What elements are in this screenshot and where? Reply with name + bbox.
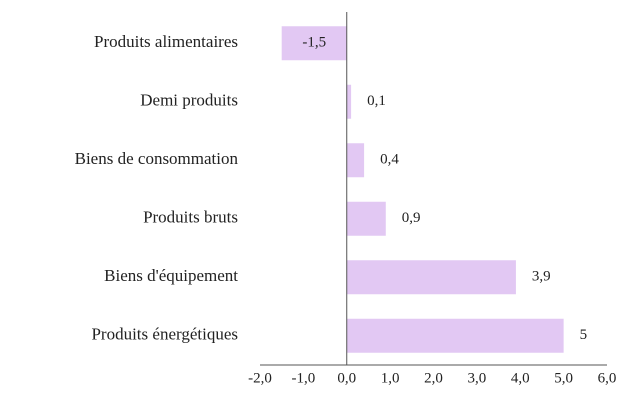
bar: [346, 260, 516, 295]
x-tick-label: 6,0: [598, 370, 617, 386]
x-tick-label: 5,0: [554, 370, 573, 386]
x-tick-label: 4,0: [511, 370, 530, 386]
x-tick-label: -1,0: [292, 370, 316, 386]
x-tick-label: 3,0: [468, 370, 487, 386]
value-label: 0,1: [367, 93, 386, 109]
y-tick-label: Produits énergétiques: [91, 325, 238, 344]
y-tick-label: Produits bruts: [143, 208, 238, 227]
bar: [281, 26, 347, 61]
bar: [346, 318, 564, 353]
bar: [346, 201, 386, 236]
x-tick-label: 0,0: [337, 370, 356, 386]
x-tick-label: 1,0: [381, 370, 400, 386]
bar: [346, 84, 352, 119]
x-tick-label: 2,0: [424, 370, 443, 386]
y-tick-label: Biens d'équipement: [104, 266, 238, 285]
y-tick-label: Biens de consommation: [75, 149, 239, 168]
value-label: 0,4: [380, 152, 399, 168]
bar: [346, 143, 365, 178]
value-label: -1,5: [302, 35, 326, 51]
x-tick-label: -2,0: [248, 370, 272, 386]
value-label: 3,9: [532, 269, 551, 285]
y-tick-label: Produits alimentaires: [94, 32, 238, 51]
value-label: 0,9: [402, 210, 421, 226]
y-tick-label: Demi produits: [140, 91, 238, 110]
value-label: 5: [580, 327, 588, 343]
